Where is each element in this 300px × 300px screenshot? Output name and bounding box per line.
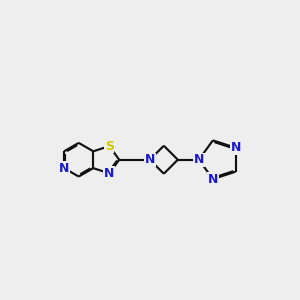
Text: N: N — [208, 172, 218, 186]
Text: N: N — [59, 162, 69, 175]
Text: S: S — [105, 140, 114, 153]
Text: N: N — [194, 153, 204, 166]
Text: N: N — [104, 167, 115, 180]
Text: N: N — [145, 153, 155, 166]
Text: N: N — [230, 141, 241, 154]
